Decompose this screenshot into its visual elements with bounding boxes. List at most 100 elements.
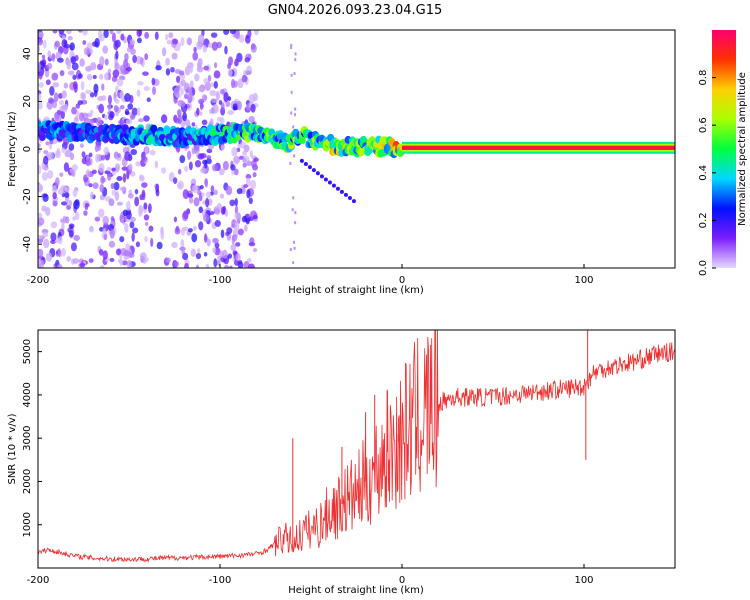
heatmap-cell: [113, 40, 119, 51]
heatmap-cell: [154, 160, 159, 169]
heatmap-cell: [144, 221, 149, 226]
heatmap-cell: [100, 175, 105, 184]
heatmap-cell: [218, 168, 225, 176]
heatmap-cell: [247, 30, 252, 39]
heatmap-cell: [293, 240, 296, 244]
heatmap-cell: [198, 111, 203, 116]
heatmap-cell: [124, 110, 130, 116]
heatmap-cell: [82, 30, 88, 36]
heatmap-cell: [236, 188, 243, 195]
heatmap-cell: [204, 81, 211, 92]
heatmap-cell: [197, 248, 201, 254]
heatmap-cell: [100, 154, 106, 161]
heatmap-cell: [109, 228, 115, 239]
heatmap-cell: [114, 191, 120, 201]
heatmap-cell: [179, 70, 185, 76]
heatmap-cell: [191, 122, 196, 127]
heatmap-cell: [187, 228, 193, 233]
snr-x-ticks: -200 -100 0 100: [27, 564, 594, 586]
y-tick-label: 2000: [22, 469, 33, 494]
heatmap-cell: [243, 261, 250, 268]
heatmap-cell: [234, 198, 238, 207]
heatmap-cell: [250, 179, 257, 190]
heatmap-cell: [291, 208, 294, 212]
heatmap-cell: [124, 53, 129, 61]
heatmap-cell: [49, 86, 55, 96]
heatmap-cell: [70, 242, 77, 252]
heatmap-cell: [86, 73, 93, 81]
heatmap-cell: [229, 199, 236, 207]
heatmap-cell: [77, 73, 83, 79]
heatmap-cell: [124, 93, 131, 102]
heatmap-cell: [137, 37, 142, 44]
heatmap-cell: [245, 218, 250, 225]
heatmap-cell: [139, 57, 144, 66]
heatmap-cell: [213, 258, 218, 268]
heatmap-cell: [215, 208, 221, 215]
heatmap-cell: [204, 159, 208, 169]
heatmap-cell: [143, 86, 150, 91]
heatmap-cell: [41, 54, 46, 60]
heatmap-cell: [93, 83, 99, 94]
heatmap-cell: [126, 200, 131, 211]
heatmap-cell: [63, 162, 70, 172]
spectrogram-y-label: Frequency (Hz): [7, 111, 18, 187]
heatmap-cell: [180, 100, 186, 107]
heatmap-cell: [241, 74, 248, 83]
heatmap-cell: [129, 221, 135, 229]
heatmap-cell: [179, 155, 186, 164]
heatmap-cell: [98, 208, 105, 218]
heatmap-cell: [69, 152, 75, 161]
heatmap-cell: [161, 47, 167, 57]
heatmap-cell: [120, 33, 125, 41]
heatmap-cell: [115, 248, 122, 256]
heatmap-cell: [199, 152, 207, 159]
heatmap-cell: [102, 250, 108, 260]
heatmap-cell: [194, 73, 200, 82]
heatmap-cell: [311, 168, 316, 173]
heatmap-cell: [187, 150, 192, 161]
heatmap-cell: [48, 97, 54, 104]
heatmap-cell: [214, 242, 220, 249]
colorbar-ticks: 0.0 0.2 0.4 0.6 0.8: [698, 70, 716, 276]
heatmap-cell: [176, 75, 181, 84]
heatmap-cell: [114, 165, 120, 173]
heatmap-cell: [126, 259, 132, 268]
heatmap-cell: [171, 52, 178, 60]
heatmap-cell: [233, 156, 240, 165]
heatmap-cell: [139, 252, 147, 260]
heatmap-cell: [85, 89, 92, 95]
heatmap-cell: [43, 40, 47, 49]
heatmap-cell: [38, 32, 44, 38]
heatmap-cell: [207, 75, 212, 82]
heatmap-cell: [204, 233, 208, 243]
heatmap-cell: [223, 30, 230, 35]
heatmap-cell: [141, 156, 148, 163]
heatmap-cell: [294, 107, 297, 111]
heatmap-cell: [61, 90, 67, 99]
heatmap-cell: [52, 30, 58, 34]
heatmap-cell: [134, 196, 140, 207]
heatmap-cell: [38, 234, 44, 240]
heatmap-cell: [92, 74, 97, 80]
colorbar: 0.0 0.2 0.4 0.6 0.8 Normalized spectral ampl…: [698, 30, 748, 276]
heatmap-cell: [293, 72, 296, 76]
heatmap-cell: [182, 252, 189, 261]
heatmap-cell: [125, 243, 131, 252]
x-tick-label: -100: [209, 575, 232, 586]
heatmap-cell: [220, 102, 225, 111]
heatmap-cell: [143, 115, 150, 122]
heatmap-cell: [229, 30, 237, 35]
heatmap-cell: [246, 189, 251, 199]
heatmap-cell: [73, 234, 80, 242]
heatmap-cell: [38, 38, 44, 46]
heatmap-cell: [123, 250, 130, 257]
heatmap-cell: [165, 257, 171, 263]
heatmap-cell: [298, 136, 306, 145]
heatmap-cell: [127, 193, 134, 199]
heatmap-cell: [129, 39, 136, 45]
heatmap-cell: [236, 212, 242, 222]
y-tick-label: 40: [22, 47, 33, 60]
heatmap-cell: [155, 189, 160, 197]
